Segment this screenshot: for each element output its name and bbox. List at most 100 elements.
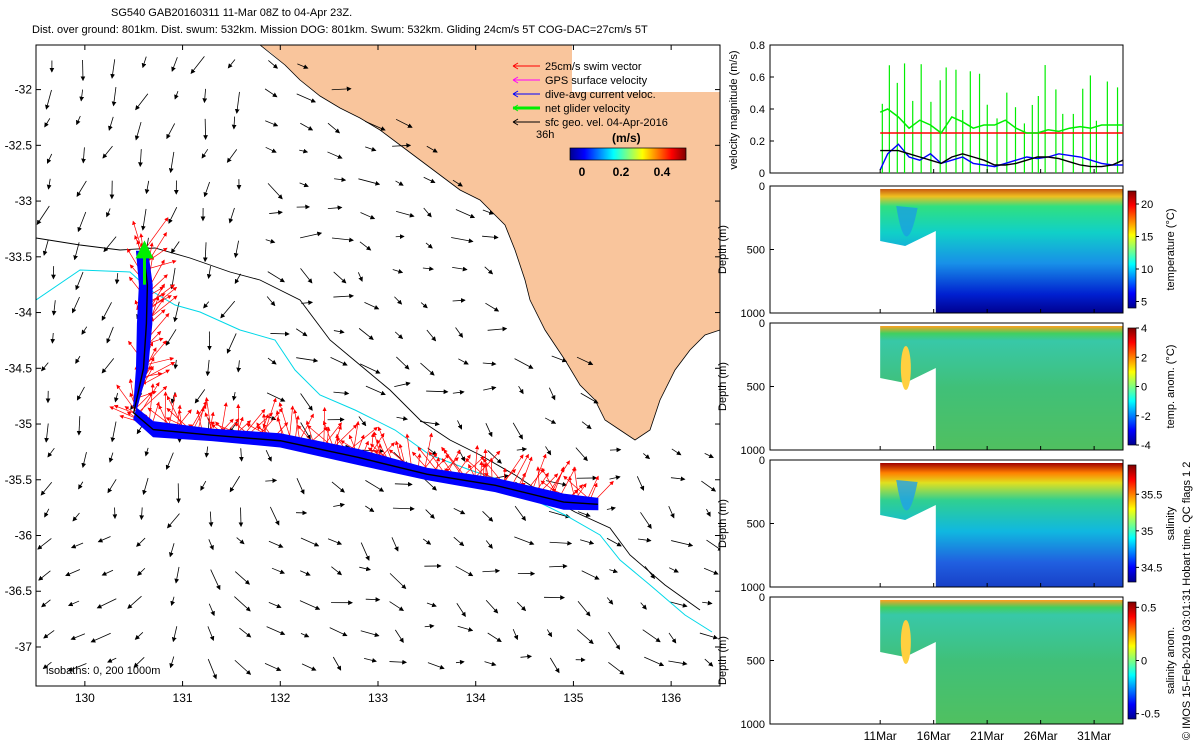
depth-tick-label: 1000 bbox=[741, 308, 765, 320]
depth-tick-label: 1000 bbox=[741, 445, 765, 457]
geo-vector bbox=[360, 363, 381, 374]
depth-axis-label: Depth (m) bbox=[717, 225, 729, 274]
geo-vector bbox=[331, 86, 352, 92]
geo-vector bbox=[45, 89, 52, 110]
geo-vector bbox=[452, 298, 466, 303]
depth-tick-label: 1000 bbox=[741, 582, 765, 594]
geo-vector bbox=[299, 148, 309, 154]
geo-vector bbox=[231, 116, 237, 130]
geo-vector bbox=[514, 505, 526, 522]
geo-vector bbox=[133, 657, 145, 668]
geo-vector bbox=[703, 567, 719, 575]
map-ytick-label: -33.5 bbox=[5, 250, 33, 264]
geo-vector bbox=[207, 658, 217, 680]
figure-subtitle: Dist. over ground: 801km. Dist. swum: 53… bbox=[32, 24, 648, 36]
geo-vector bbox=[266, 392, 286, 402]
geo-vector bbox=[482, 361, 497, 367]
geo-vector bbox=[264, 88, 278, 98]
geo-vector bbox=[165, 452, 174, 470]
map-ytick-label: -34 bbox=[15, 306, 33, 320]
geo-vector bbox=[234, 571, 250, 585]
geo-vector bbox=[44, 423, 50, 443]
geo-vector bbox=[576, 629, 594, 645]
geo-vector bbox=[135, 93, 149, 111]
geo-vector bbox=[456, 603, 466, 618]
geo-vector bbox=[333, 329, 345, 335]
land-mass bbox=[260, 45, 720, 440]
geo-vector bbox=[484, 661, 497, 667]
geo-vector bbox=[207, 626, 215, 642]
geo-vector bbox=[395, 180, 404, 186]
geo-vector bbox=[234, 659, 252, 675]
geo-vector bbox=[208, 603, 215, 617]
colorbar-tick-label: 35 bbox=[1141, 526, 1153, 538]
geo-vector bbox=[364, 302, 380, 310]
geo-vector bbox=[333, 502, 345, 508]
geo-vector bbox=[360, 212, 376, 220]
geo-vector bbox=[422, 538, 432, 545]
geo-vector bbox=[101, 569, 114, 576]
geo-vector bbox=[609, 475, 621, 480]
colorbar-tick-label: 2 bbox=[1141, 352, 1147, 364]
map-ytick-label: -37 bbox=[15, 640, 33, 654]
map-legend: 25cm/s swim vector GPS surface velocity di… bbox=[512, 61, 687, 179]
geo-vector bbox=[114, 392, 119, 403]
map-ytick-label: -36.5 bbox=[5, 584, 33, 598]
geo-vector bbox=[365, 597, 381, 602]
geo-vector bbox=[67, 663, 87, 672]
legend-label: dive-avg current veloc. bbox=[545, 89, 656, 101]
geo-vector bbox=[226, 149, 238, 163]
geo-vector bbox=[394, 381, 411, 387]
geo-vector bbox=[520, 654, 533, 660]
geo-vector bbox=[396, 416, 409, 421]
geo-vector bbox=[203, 181, 210, 198]
glider-track bbox=[132, 251, 598, 505]
colorbar-tick-label: 0.5 bbox=[1141, 602, 1156, 614]
geo-vector bbox=[174, 566, 180, 584]
geo-vector bbox=[165, 329, 177, 346]
isobaths-label: isobaths: 0, 200 1000m bbox=[46, 665, 160, 677]
depth-tick-label: 0 bbox=[759, 592, 765, 604]
panel-colorbar bbox=[1127, 327, 1137, 446]
geo-vector bbox=[101, 302, 112, 321]
geo-vector bbox=[142, 477, 149, 496]
geo-vector bbox=[668, 660, 688, 666]
geo-vector bbox=[329, 627, 348, 637]
legend-arrowhead bbox=[512, 62, 519, 70]
geo-vector bbox=[70, 542, 84, 549]
geo-vector bbox=[358, 416, 367, 427]
colorbar-tick-label: -4 bbox=[1141, 440, 1151, 452]
geo-vector bbox=[427, 662, 445, 670]
panel-colorbar bbox=[1127, 601, 1137, 720]
geo-vector bbox=[426, 389, 449, 395]
geo-vector bbox=[330, 357, 348, 366]
geo-vector bbox=[392, 269, 404, 274]
geo-vector bbox=[606, 537, 622, 547]
salinity-anomaly-panel: 0 500 1000 Depth (m) 0.5 0 -0.5 salinity anom. bbox=[717, 592, 1177, 731]
geo-vector bbox=[101, 358, 115, 374]
geo-vector bbox=[297, 63, 309, 69]
geo-vector bbox=[396, 356, 410, 370]
geo-vector bbox=[394, 481, 413, 487]
geo-vector bbox=[296, 93, 316, 103]
map-xtick-label: 136 bbox=[661, 691, 681, 705]
geo-vector bbox=[580, 539, 595, 545]
geo-vector bbox=[360, 542, 370, 561]
geo-vector bbox=[668, 567, 679, 573]
geo-vector bbox=[422, 266, 434, 272]
geo-vector bbox=[296, 357, 319, 363]
geo-vector bbox=[702, 600, 713, 606]
map-xtick-label: 131 bbox=[173, 691, 193, 705]
geo-vector bbox=[42, 661, 52, 670]
geo-vector bbox=[457, 420, 463, 430]
geo-vector bbox=[545, 446, 552, 456]
geo-vector bbox=[75, 271, 84, 291]
geo-vector bbox=[546, 629, 553, 638]
geo-vector bbox=[265, 238, 276, 244]
geo-vector bbox=[236, 360, 242, 373]
map-xtick-label: 132 bbox=[270, 691, 290, 705]
geo-vector bbox=[226, 333, 237, 354]
geo-vector bbox=[208, 539, 214, 551]
map-ytick-label: -34.5 bbox=[5, 361, 33, 375]
geo-vector bbox=[451, 237, 474, 244]
